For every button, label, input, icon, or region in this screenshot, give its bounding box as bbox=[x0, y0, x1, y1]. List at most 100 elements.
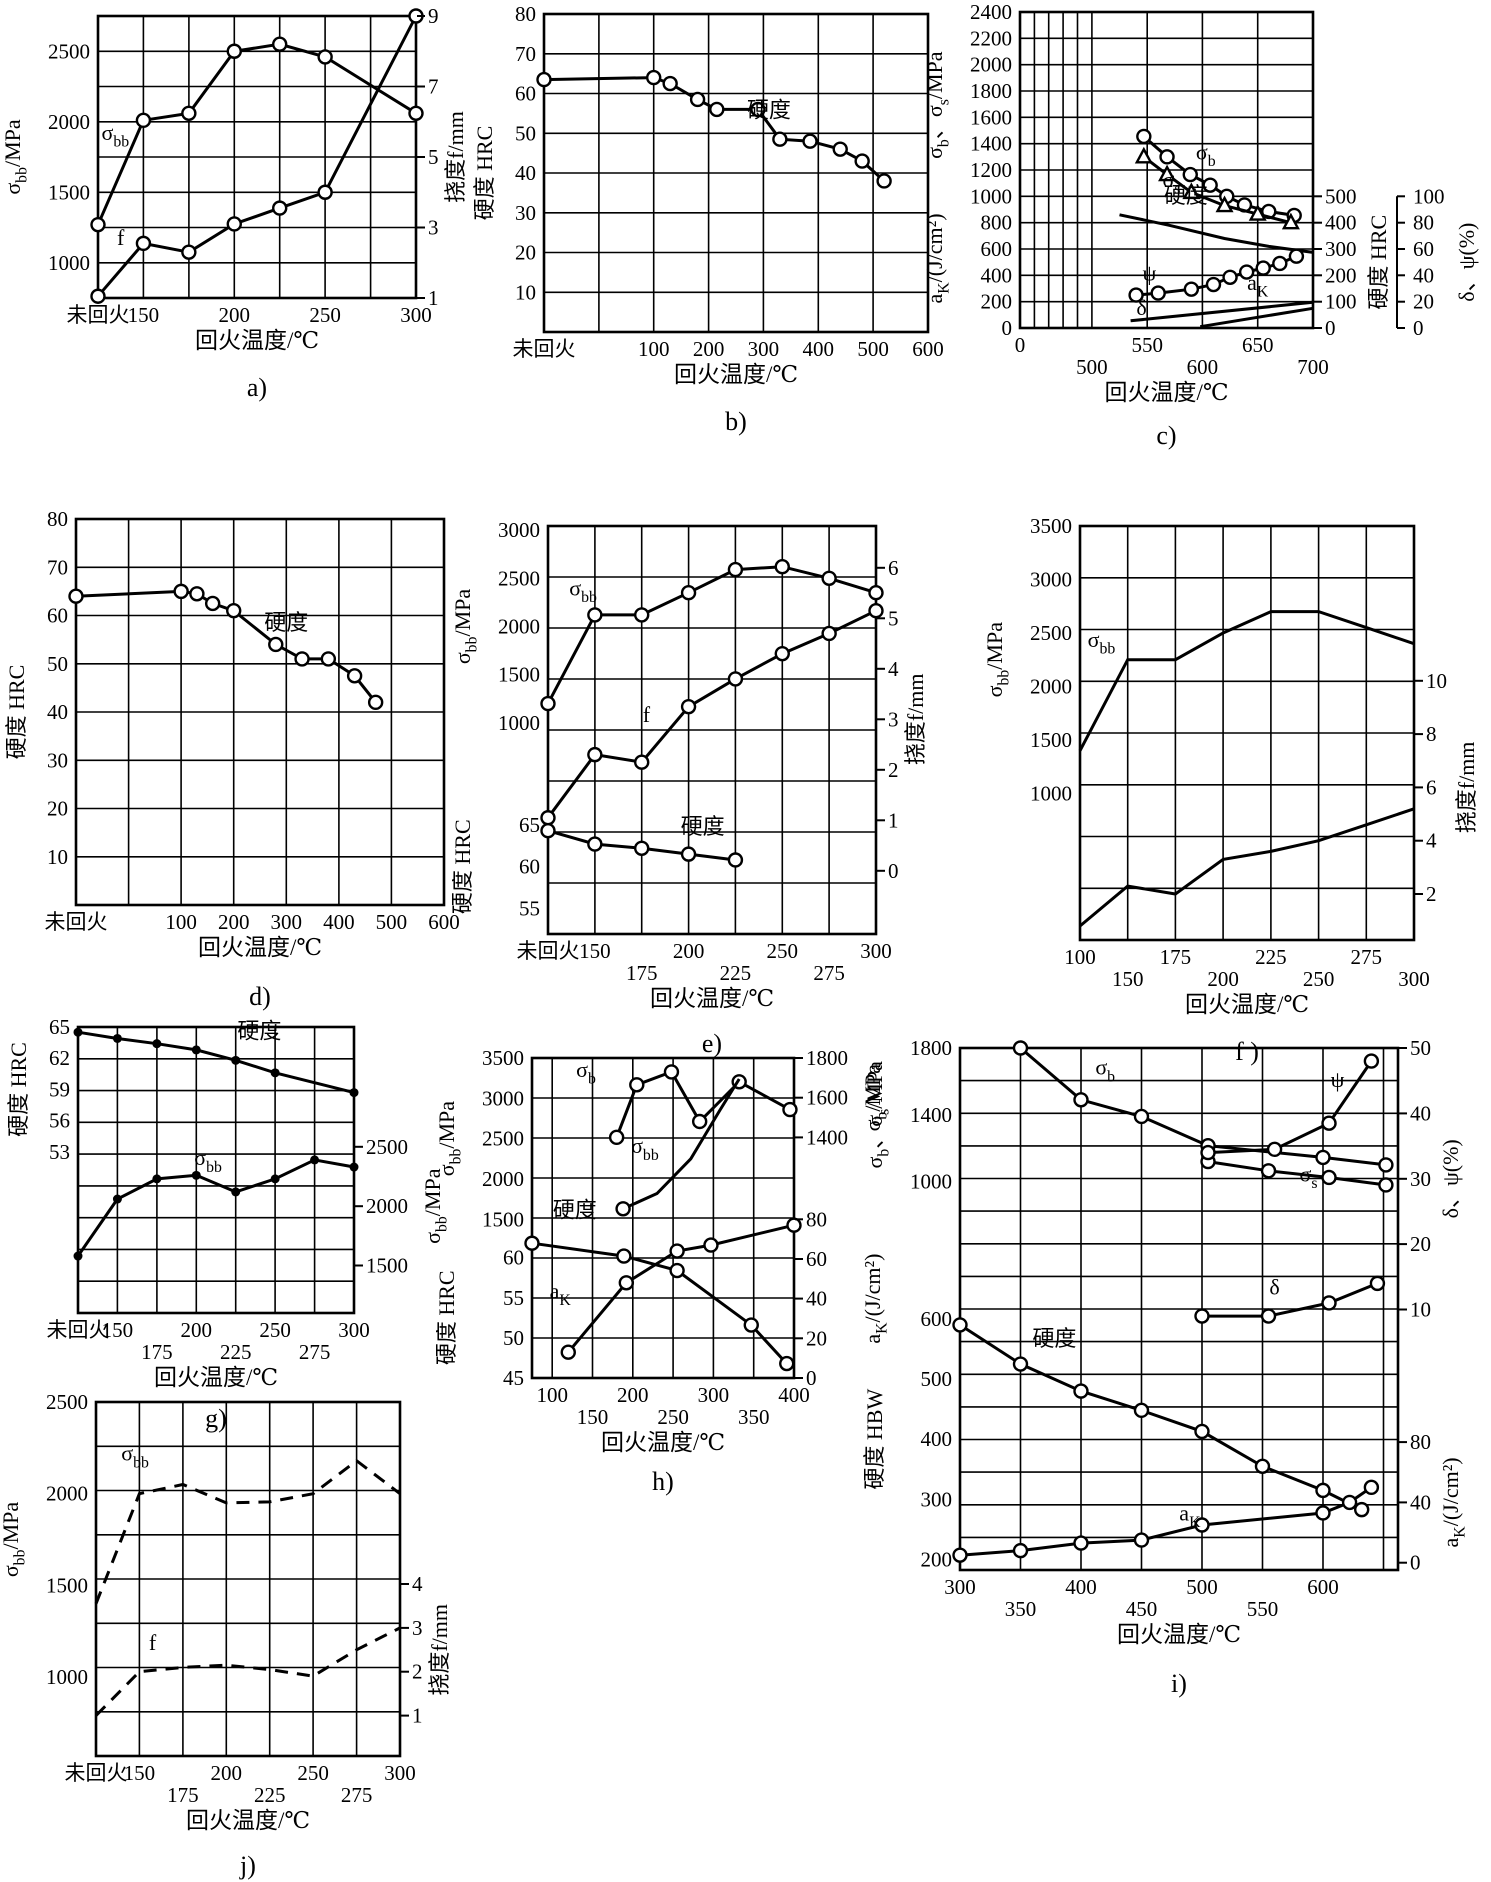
y-tick: 20 bbox=[1410, 1232, 1431, 1256]
y-tick: 0 bbox=[1325, 316, 1336, 340]
y-tick: 1000 bbox=[910, 1170, 952, 1194]
chart-caption: j) bbox=[239, 1851, 256, 1880]
series-sigma-bb bbox=[546, 565, 877, 705]
marker-circle bbox=[663, 1064, 680, 1080]
x-tick: 500 bbox=[1186, 1575, 1218, 1599]
series-group bbox=[73, 1027, 359, 1261]
curve-label: f bbox=[117, 225, 125, 250]
marker-circle bbox=[779, 1355, 795, 1372]
marker-circle bbox=[1288, 248, 1305, 264]
y-axis-deflection-f: 1 3 5 7 9 bbox=[417, 4, 439, 310]
marker-circle bbox=[832, 141, 848, 157]
y-axis-label-deflection-f: 挠度f/mm bbox=[1454, 742, 1479, 834]
y-axis-sigma-bb: 1500 2000 2500 bbox=[355, 1135, 408, 1278]
marker-circle bbox=[1315, 1482, 1331, 1499]
y-tick: 2500 bbox=[46, 1390, 88, 1414]
marker-circle bbox=[587, 607, 603, 623]
y-tick: 2500 bbox=[1030, 621, 1072, 645]
series-psi bbox=[1207, 1060, 1373, 1155]
marker-circle bbox=[1378, 1157, 1394, 1173]
marker-circle bbox=[1128, 287, 1144, 303]
chart-i: σb σs ψ δ 硬度 aK 300 350 400 450 500 550 600 回火温度/℃ i) 1… bbox=[862, 1036, 1490, 1700]
chart-d: 硬度 未回火 100 200 300 400 500 600 回火温度/℃ d) 10 20 30 40 5… bbox=[0, 505, 462, 1013]
series-f bbox=[546, 609, 877, 819]
marker-circle bbox=[540, 823, 556, 839]
y-axis-a-k: 0 40 80 bbox=[1399, 1430, 1431, 1575]
y-tick: 20 bbox=[806, 1326, 827, 1350]
marker-circle bbox=[629, 1077, 645, 1093]
y-tick: 80 bbox=[515, 2, 536, 26]
marker-dot bbox=[73, 1027, 83, 1037]
marker-circle bbox=[727, 561, 744, 578]
y-tick: 500 bbox=[1325, 184, 1357, 208]
x-tick: 未回火 bbox=[65, 1761, 128, 1785]
y-axis-label-hardness-hbw: 硬度 HBW bbox=[862, 1389, 887, 1490]
x-tick: 225 bbox=[720, 961, 752, 985]
curve-label: σbb bbox=[631, 1133, 659, 1164]
y-axis-sigma-bb: 1500 2000 2500 3000 3500 bbox=[482, 1046, 524, 1231]
series-group bbox=[952, 1040, 1394, 1563]
y-tick: 40 bbox=[806, 1287, 827, 1311]
y-tick: 2 bbox=[888, 758, 899, 782]
y-axis-sigma-b-s: 1000 1400 1800 bbox=[910, 1036, 952, 1194]
y-tick: 1800 bbox=[970, 79, 1012, 103]
y-tick: 0 bbox=[888, 859, 899, 883]
y-tick: 2500 bbox=[482, 1127, 524, 1151]
marker-circle bbox=[743, 1317, 759, 1333]
marker-circle bbox=[68, 588, 84, 604]
marker-triangle bbox=[1281, 212, 1300, 230]
curve-label: ψ bbox=[1143, 261, 1157, 286]
y-axis-label-sigma-b-s: σb、σs/MPa bbox=[922, 51, 953, 159]
y-tick: 3 bbox=[412, 1616, 423, 1640]
x-tick: 600 bbox=[1307, 1575, 1339, 1599]
x-tick: 200 bbox=[617, 1383, 649, 1407]
chart-h: σb σbb 硬度 aK 100 150 200 250 300 350 400 回火温度/℃ h) 15… bbox=[434, 1046, 892, 1498]
y-axis-hardness-hrc: 53 56 59 62 65 bbox=[49, 1015, 70, 1164]
y-axis-label-delta-psi: δ、ψ(%) bbox=[1438, 1139, 1463, 1218]
marker-circle bbox=[540, 695, 556, 712]
x-tick: 200 bbox=[211, 1761, 243, 1785]
y-tick: 80 bbox=[806, 1207, 827, 1231]
marker-circle bbox=[691, 1113, 708, 1130]
series-f bbox=[1079, 807, 1415, 928]
y-tick: 40 bbox=[1410, 1101, 1431, 1125]
marker-circle bbox=[1205, 276, 1222, 293]
marker-circle bbox=[615, 1201, 631, 1217]
y-axis-label-hardness-hrc: 硬度 HRC bbox=[472, 126, 497, 221]
x-axis-label: 回火温度/℃ bbox=[674, 362, 798, 387]
y-axis-label-sigma-bb: σbb/MPa bbox=[436, 1101, 465, 1177]
y-axis-label-delta-psi: δ、ψ(%) bbox=[1454, 223, 1479, 302]
marker-circle bbox=[1133, 1402, 1150, 1419]
chart-j: σbb f 未回火 150 175 200 225 250 275 300 回火温度/℃ j) 1000… bbox=[0, 1388, 472, 1882]
y-tick: 65 bbox=[49, 1015, 70, 1039]
y-tick: 30 bbox=[47, 748, 68, 772]
y-tick: 2000 bbox=[498, 615, 540, 639]
marker-circle bbox=[634, 754, 650, 770]
x-tick: 400 bbox=[778, 1383, 810, 1407]
marker-dot bbox=[73, 1251, 83, 1261]
x-tick: 250 bbox=[657, 1405, 689, 1429]
y-tick: 1400 bbox=[806, 1125, 848, 1149]
marker-circle bbox=[135, 235, 152, 252]
chart-g: 硬度 σbb 未回火 150 175 200 225 250 275 300 回火温度/℃ g) 53 5… bbox=[0, 1015, 452, 1435]
marker-circle bbox=[854, 153, 870, 169]
x-tick: 700 bbox=[1297, 355, 1329, 379]
y-tick: 0 bbox=[1002, 316, 1013, 340]
y-tick: 1000 bbox=[48, 251, 90, 275]
y-tick: 2400 bbox=[970, 0, 1012, 24]
y-tick: 4 bbox=[888, 657, 899, 681]
x-tick: 200 bbox=[218, 910, 250, 934]
marker-circle bbox=[1073, 1383, 1089, 1399]
x-axis: 未回火 100 200 300 400 500 600 回火温度/℃ bbox=[45, 910, 460, 960]
chart-caption: b) bbox=[725, 407, 747, 436]
series-sigma-bb bbox=[94, 1458, 401, 1605]
y-axis-label-a-k: aK/(J/cm²) bbox=[1438, 1457, 1469, 1547]
x-tick: 300 bbox=[698, 1383, 730, 1407]
x-tick: 400 bbox=[803, 337, 835, 361]
marker-dot bbox=[231, 1187, 241, 1197]
marker-circle bbox=[320, 651, 337, 667]
series-sigma-b bbox=[1019, 1046, 1387, 1167]
x-tick: 275 bbox=[299, 1340, 331, 1364]
